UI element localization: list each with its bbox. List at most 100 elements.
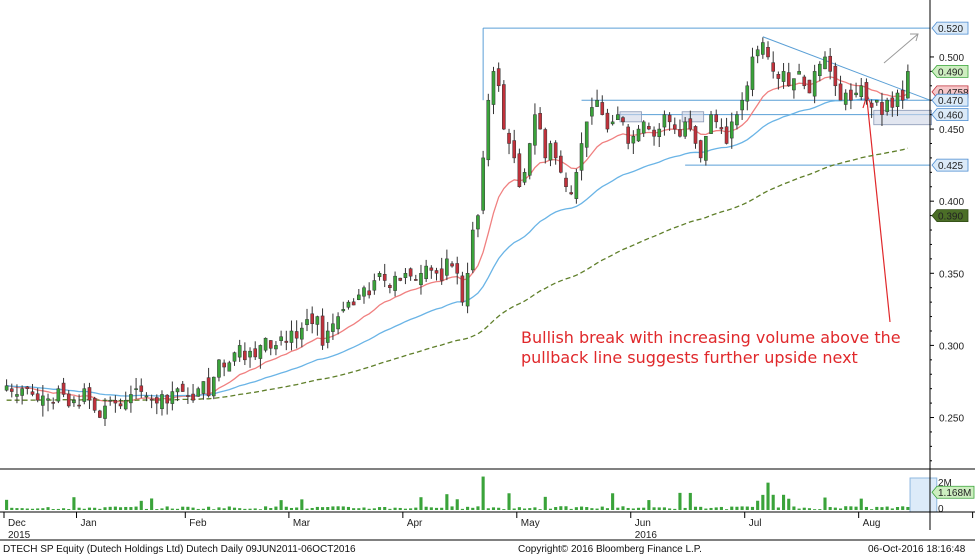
volume-bar: [289, 507, 294, 510]
x-month-label: Apr: [407, 518, 423, 529]
volume-bar: [782, 494, 786, 510]
candle-body: [357, 294, 361, 300]
candle-body: [491, 71, 496, 105]
candle-body: [843, 92, 848, 105]
footer: DTECH SP Equity (Dutech Holdings Ltd) Du…: [3, 544, 966, 555]
volume-bar: [818, 509, 822, 510]
volume-bar: [82, 508, 86, 510]
volume-bar: [170, 508, 174, 510]
volume-bar: [611, 493, 615, 510]
volume-bar: [471, 507, 475, 510]
volume-bar: [683, 507, 687, 510]
candle-body: [595, 99, 599, 107]
volume-bar: [538, 509, 542, 510]
candle-body: [735, 114, 739, 126]
volume-bar: [201, 508, 205, 510]
volume-bar: [77, 507, 81, 510]
candle-body: [714, 114, 719, 123]
candle-body: [51, 402, 56, 404]
volume-bar: [331, 506, 335, 510]
volume-bar: [636, 507, 641, 510]
volume-zero-label: 0: [938, 504, 944, 515]
volume-bar: [507, 493, 511, 510]
volume-bar: [807, 508, 812, 510]
volume-bar: [870, 509, 874, 510]
volume-bar: [497, 507, 501, 510]
volume-bar: [108, 506, 112, 510]
candle-body: [755, 49, 760, 57]
candle-body: [56, 388, 61, 402]
candle-body: [305, 319, 309, 326]
volume-bar: [113, 506, 117, 510]
candle-body: [761, 42, 765, 55]
volume-bar: [719, 506, 723, 510]
candle-body: [4, 385, 9, 391]
candle-body: [615, 114, 620, 121]
y-tick-label: 0.250: [939, 414, 964, 425]
y-tick-label: 0.400: [939, 197, 964, 208]
candle-body: [641, 121, 646, 134]
candle-body: [828, 55, 832, 72]
volume-bar: [377, 507, 382, 510]
annotations: Bullish break with increasing volume abo…: [521, 328, 901, 367]
volume-bar: [486, 508, 490, 510]
candle-body: [25, 386, 30, 389]
candle-body: [776, 74, 781, 79]
volume-bar: [383, 507, 387, 510]
candle-body: [98, 410, 102, 418]
volume-bar: [564, 506, 568, 510]
annotation-line-2: pullback line suggests further upside ne…: [521, 348, 858, 367]
candle-body: [429, 267, 434, 271]
volume-bar: [704, 508, 708, 510]
volume-bar: [118, 507, 123, 510]
volume-bar: [445, 494, 449, 510]
volume-bar: [372, 508, 376, 510]
candle-body: [600, 102, 605, 115]
candle-body: [362, 287, 366, 297]
candle-body: [248, 350, 252, 358]
candlesticks: [4, 37, 910, 426]
candle-body: [724, 126, 729, 144]
candle-body: [543, 129, 548, 159]
candle-body: [336, 316, 340, 330]
candle-body: [180, 383, 185, 392]
candle-body: [61, 382, 66, 395]
volume-bar: [227, 506, 231, 510]
candle-body: [502, 84, 506, 130]
candle-body: [517, 153, 522, 187]
volume-bar: [321, 507, 325, 510]
volume-bar: [574, 507, 578, 510]
volume-bar: [409, 508, 413, 510]
volume-bar: [98, 508, 102, 510]
candle-body: [455, 263, 460, 274]
level-lines: [482, 27, 932, 323]
volume-bar: [212, 509, 216, 510]
volume-bar: [828, 507, 832, 510]
candle-body: [698, 140, 703, 159]
volume-bar: [175, 508, 180, 510]
volume-bar: [725, 509, 729, 510]
candle-body: [460, 275, 465, 303]
candle-body: [605, 112, 610, 130]
volume-bar: [476, 506, 480, 510]
candle-body: [590, 107, 594, 117]
candle-body: [838, 83, 843, 101]
volume-bar: [134, 506, 138, 510]
candle-body: [652, 129, 656, 137]
consolidation-box: [681, 111, 705, 123]
candle-body: [211, 376, 216, 397]
candle-body: [818, 63, 822, 77]
candle-body: [512, 140, 517, 159]
candle-body: [527, 143, 532, 176]
volume-bar: [678, 492, 682, 510]
candle-body: [496, 68, 501, 87]
candle-body: [232, 352, 237, 362]
candle-body: [20, 388, 24, 396]
candle-body: [113, 400, 118, 404]
candle-body: [191, 393, 195, 401]
x-month-label: Feb: [189, 518, 207, 529]
volume-bar: [264, 506, 268, 510]
candle-body: [864, 82, 869, 101]
volume-bar: [771, 494, 775, 510]
